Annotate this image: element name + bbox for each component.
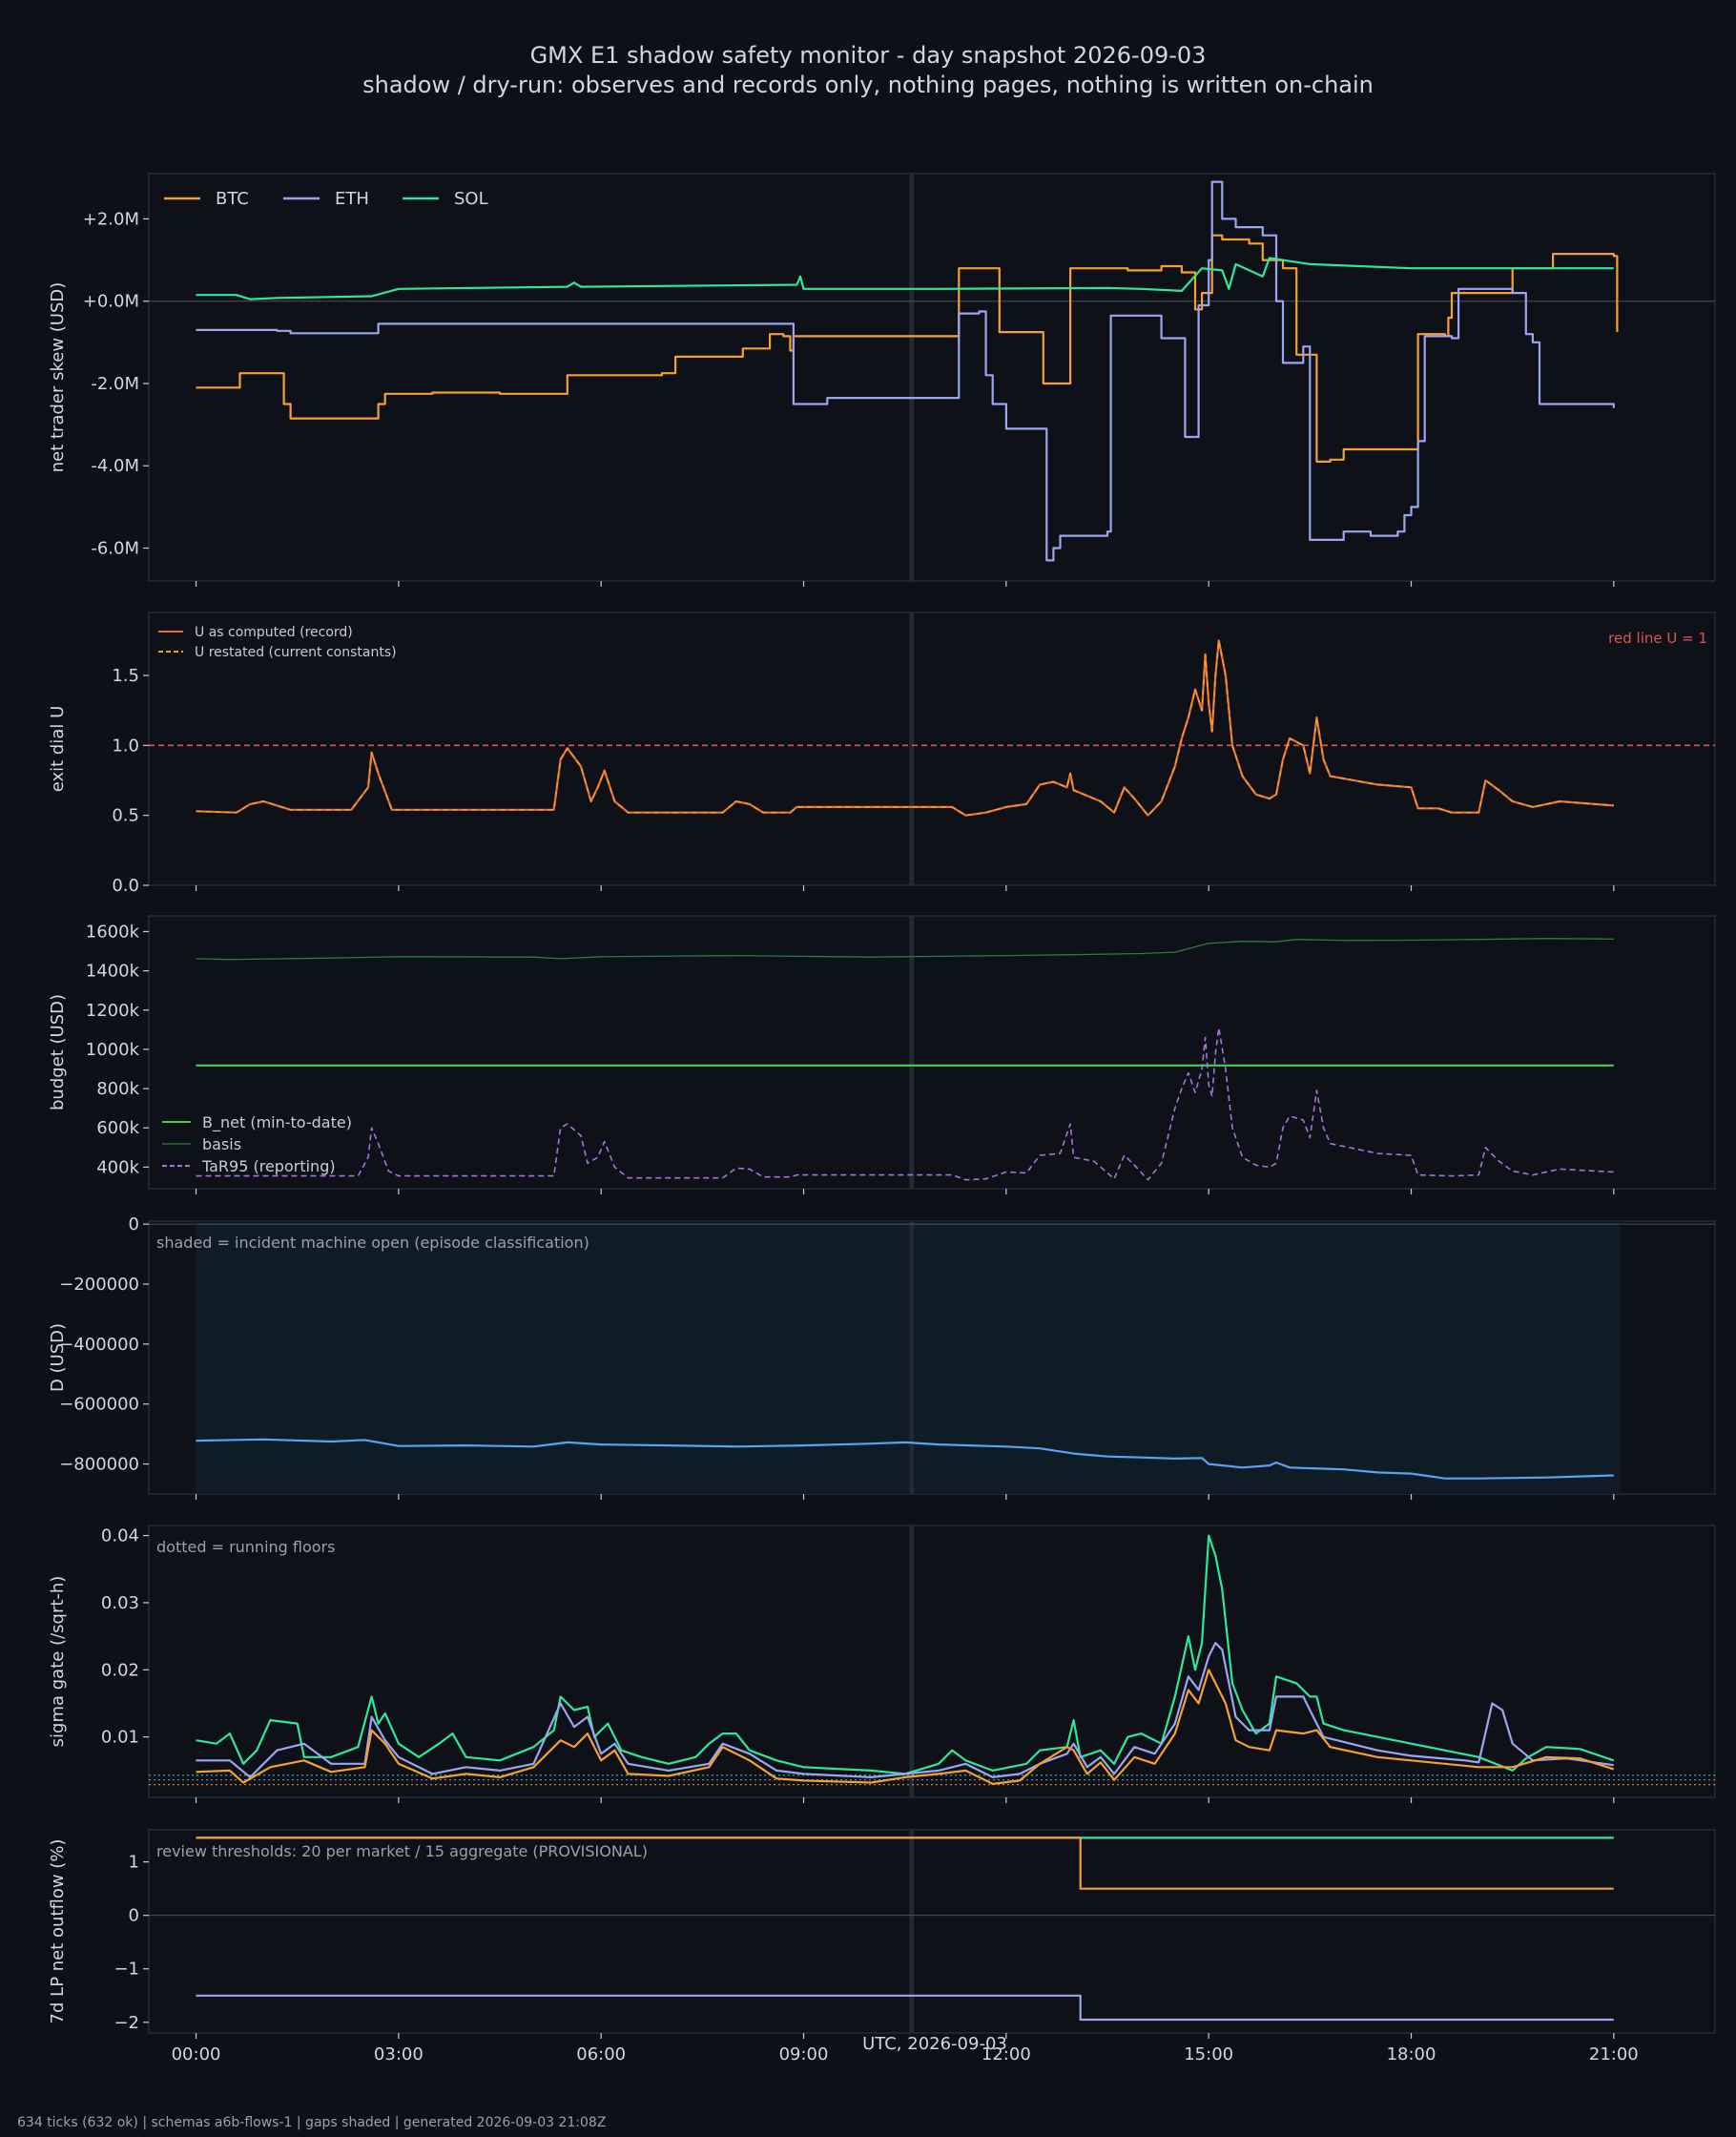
x-tick-label: 03:00 xyxy=(374,2044,424,2064)
series-eth xyxy=(196,180,1615,562)
legend-label: basis xyxy=(202,1135,241,1153)
legend: BTC ETH SOL xyxy=(164,189,488,209)
y-tick-label: 1.5 xyxy=(112,666,139,686)
y-tick-label: 0.02 xyxy=(101,1660,139,1680)
y-tick-label: 400k xyxy=(96,1157,139,1177)
y-axis-label: D (USD) xyxy=(48,1323,68,1392)
legend-label: SOL xyxy=(454,189,488,209)
y-tick-label: 1600k xyxy=(86,922,140,942)
series-d xyxy=(196,1438,1614,1480)
series-btc xyxy=(196,1836,1614,1890)
y-tick-label: 1200k xyxy=(86,1001,140,1021)
x-tick-label: 09:00 xyxy=(779,2044,829,2064)
y-axis-label: budget (USD) xyxy=(48,994,68,1110)
series-sol xyxy=(196,257,1614,301)
y-tick-label: 0.0 xyxy=(112,876,139,896)
panel-frame xyxy=(148,612,1716,886)
panel-frame xyxy=(148,915,1716,1190)
y-tick-label: 1000k xyxy=(86,1040,140,1060)
series-sol xyxy=(196,1534,1615,1775)
y-tick-label: −400000 xyxy=(59,1335,139,1355)
y-tick-label: −1 xyxy=(114,1960,139,1980)
red-line-label: red line U = 1 xyxy=(1608,630,1707,647)
series-basis xyxy=(196,938,1614,961)
panel-note: dotted = running floors xyxy=(156,1538,335,1556)
series-btc xyxy=(196,234,1619,463)
x-tick-label: 15:00 xyxy=(1184,2044,1233,2064)
x-tick-label: 18:00 xyxy=(1387,2044,1436,2064)
gap-marker xyxy=(909,1830,915,2033)
y-tick-label: +2.0M xyxy=(83,209,139,229)
panel-budget: 400k 600k 800k 1000k 1200k 1400k 1600k budget (… xyxy=(48,915,1716,1194)
legend-label: B_net (min-to-date) xyxy=(202,1113,352,1132)
legend-label: BTC xyxy=(216,189,249,209)
x-tick-label: 12:00 xyxy=(982,2044,1031,2064)
y-tick-label: 0.01 xyxy=(101,1728,139,1748)
y-tick-label: 800k xyxy=(96,1079,139,1099)
y-axis-label: net trader skew (USD) xyxy=(48,282,68,473)
gap-marker xyxy=(909,1221,915,1494)
legend-label: TaR95 (reporting) xyxy=(201,1157,336,1175)
y-tick-label: +0.0M xyxy=(83,292,139,312)
panel-frame xyxy=(148,173,1716,582)
y-tick-label: 0 xyxy=(129,1214,139,1234)
y-tick-label: −200000 xyxy=(59,1275,139,1295)
x-tick-label: 00:00 xyxy=(172,2044,221,2064)
panel-skew: +2.0M +0.0M -2.0M -4.0M -6.0M net trader skew… xyxy=(48,173,1716,587)
panel-frame xyxy=(148,1829,1716,2034)
y-tick-label: 0.04 xyxy=(101,1526,139,1546)
y-tick-label: 0.03 xyxy=(101,1593,139,1613)
figure-title: GMX E1 shadow safety monitor - day snaps… xyxy=(530,42,1207,69)
series-eth xyxy=(196,1994,1614,2022)
series-btc xyxy=(196,1669,1615,1785)
legend: B_net (min-to-date) basis TaR95 (reporting… xyxy=(162,1113,352,1175)
legend: U as computed (record) U restated (curren… xyxy=(158,625,397,660)
series-eth xyxy=(196,1642,1614,1778)
x-tick-label: 06:00 xyxy=(576,2044,626,2064)
y-tick-label: -4.0M xyxy=(91,456,139,476)
y-axis-label: 7d LP net outflow (%) xyxy=(48,1839,68,2024)
chart-panels: +2.0M +0.0M -2.0M -4.0M -6.0M net trader skew… xyxy=(48,173,1716,2064)
x-tick-label: 21:00 xyxy=(1589,2044,1639,2064)
panel-note: shaded = incident machine open (episode … xyxy=(156,1234,589,1252)
y-tick-label: 0.5 xyxy=(112,806,139,826)
y-tick-label: 1400k xyxy=(86,962,140,982)
panel-exit_dial: red line U = 1 0.0 0.5 1.0 1.5 exit dial U U a… xyxy=(48,612,1716,896)
legend-label: ETH xyxy=(335,189,369,209)
y-axis-label: sigma gate (/sqrt-h) xyxy=(48,1576,68,1748)
y-tick-label: 1 xyxy=(129,1853,139,1873)
series-u xyxy=(196,639,1614,817)
gap-marker xyxy=(909,916,915,1189)
figure-subtitle: shadow / dry-run: observes and records o… xyxy=(362,72,1374,98)
panel-lp_outflow: −2 −1 0 1 00:00 03:00 06:00 09:00 12:00 15:00 18:0… xyxy=(48,1829,1716,2064)
x-axis-label: UTC, 2026-09-03 xyxy=(862,2034,1007,2054)
gap-marker xyxy=(909,612,915,885)
y-tick-label: −2 xyxy=(114,2013,139,2033)
gap-marker xyxy=(909,1525,915,1797)
legend-label: U as computed (record) xyxy=(195,625,353,640)
panel-drawdown: 0 −200000 −400000 −600000 −800000 D (USD) shad… xyxy=(48,1214,1716,1500)
y-tick-label: 1.0 xyxy=(112,736,139,756)
y-tick-label: 0 xyxy=(129,1906,139,1926)
series-tar95 xyxy=(196,1027,1614,1181)
y-tick-label: −800000 xyxy=(59,1455,139,1475)
y-axis-label: exit dial U xyxy=(48,706,68,793)
incident-shade xyxy=(196,1221,1621,1494)
y-tick-label: −600000 xyxy=(59,1395,139,1415)
panel-sigma: 0.01 0.02 0.03 0.04 sigma gate (/sqrt-h) dott… xyxy=(48,1525,1716,1803)
y-tick-label: -6.0M xyxy=(91,538,139,558)
y-tick-label: 600k xyxy=(96,1118,139,1138)
panel-note: review thresholds: 20 per market / 15 ag… xyxy=(156,1842,648,1860)
y-tick-label: -2.0M xyxy=(91,374,139,394)
footer-status: 634 ticks (632 ok) | schemas a6b-flows-1… xyxy=(17,2115,606,2130)
gap-marker xyxy=(909,174,915,581)
legend-label: U restated (current constants) xyxy=(195,645,397,660)
